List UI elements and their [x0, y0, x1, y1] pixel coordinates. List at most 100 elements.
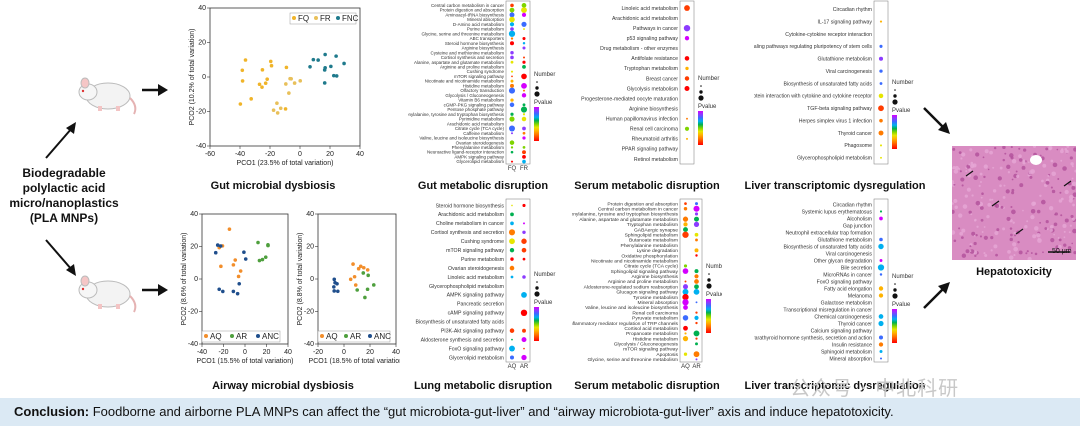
dot-mark — [521, 93, 527, 98]
y-axis-label: PCO2 (8.8% of total variation) — [297, 233, 304, 326]
tissue-cell — [1051, 189, 1056, 194]
pathway-label: Glycine, serine and threonine metabolism — [421, 31, 504, 36]
tissue-cell — [1006, 216, 1011, 221]
tissue-cell — [961, 184, 964, 187]
data-point — [243, 58, 248, 62]
pathway-label: Glycerolipid metabolism — [449, 355, 504, 361]
tissue-cell — [952, 179, 954, 184]
legend-label: ANC — [262, 332, 279, 341]
tissue-cell — [958, 151, 962, 155]
tissue-cell — [990, 236, 994, 240]
legend-marker — [230, 334, 234, 338]
pathway-label: AMPK signaling pathway — [454, 154, 504, 159]
tissue-cell — [1034, 226, 1039, 231]
y-tick-label: -40 — [188, 341, 198, 348]
pathway-label: mTOR signaling pathway — [454, 74, 505, 79]
dot-mark — [879, 69, 883, 73]
pathway-label: Central carbon metabolism in cancer — [431, 3, 505, 8]
dot-mark — [522, 230, 526, 235]
pathway-label: Circadian rhythm — [833, 202, 872, 208]
pvalue-colorbar — [892, 309, 897, 343]
dot-mark — [509, 265, 515, 271]
pathway-label: PI3K-Akt signaling pathway — [441, 329, 505, 335]
dot-mark — [693, 330, 700, 337]
pathway-label: Neutrophil extracellular trap formation — [786, 230, 873, 236]
tissue-cell — [959, 231, 964, 236]
tissue-cell — [1042, 163, 1047, 168]
tissue-cell — [1019, 183, 1024, 188]
dot-mark — [510, 146, 514, 149]
dotplot-frame — [505, 198, 531, 363]
y-tick-label: -40 — [196, 143, 206, 150]
pathway-label: Ovarian steroidogenesis — [448, 266, 504, 272]
data-point — [260, 85, 264, 89]
x-tick-label: 0 — [342, 349, 346, 356]
pathway-label: GABAergic synapse — [634, 227, 678, 233]
dot-mark — [510, 257, 514, 261]
data-point — [292, 81, 297, 85]
dot-mark — [694, 232, 699, 237]
dot-mark — [694, 202, 699, 206]
data-point — [240, 68, 245, 73]
dot-mark — [521, 337, 527, 343]
pathway-label: Glutathione metabolism — [818, 57, 873, 63]
pathway-label: Arachidonic acid metabolism — [447, 121, 504, 126]
data-point — [231, 263, 236, 267]
x-tick-label: 0 — [243, 349, 247, 356]
tissue-cell — [1002, 158, 1006, 162]
tissue-cell — [1039, 194, 1042, 198]
dot-mark — [521, 12, 527, 17]
dot-mark — [683, 264, 688, 268]
data-point — [263, 81, 268, 86]
pathway-label: Tryptophan metabolism — [627, 222, 678, 228]
pathway-label: Arginine biosynthesis — [629, 106, 678, 112]
tissue-cell — [980, 218, 984, 222]
dot-mark — [521, 238, 527, 244]
tissue-cell — [1011, 188, 1015, 192]
pathway-label: Mineral absorption — [829, 356, 872, 362]
data-point — [218, 244, 223, 248]
tissue-cell — [981, 192, 984, 195]
pathway-label: Renal cell carcinoma — [630, 127, 678, 133]
legend-marker — [314, 16, 318, 20]
tissue-cell — [978, 184, 981, 188]
tissue-cell — [979, 235, 983, 238]
dot-mark — [510, 60, 514, 64]
tissue-cell — [1006, 164, 1011, 169]
dot-mark — [693, 351, 700, 358]
pathway-label: Histidine metabolism — [463, 83, 505, 88]
pathway-label: Glycine, serine and threonine metabolism — [587, 357, 678, 363]
tissue-cell — [1039, 221, 1041, 224]
dot-mark — [509, 116, 515, 122]
x-tick-label: 20 — [263, 349, 271, 356]
y-axis-label: PCO2 (10.2% of total variation) — [189, 29, 196, 126]
tissue-cell — [1012, 242, 1017, 247]
dot-mark — [510, 50, 514, 55]
dot-mark — [684, 76, 690, 81]
tissue-cell — [1041, 179, 1044, 183]
pathway-label: Glycerophospholipid metabolism — [797, 156, 872, 162]
dot-mark — [522, 56, 526, 59]
tissue-cell — [1049, 225, 1054, 229]
dotplot-axis-label: FR — [520, 166, 529, 172]
y-tick-label: 20 — [190, 244, 198, 251]
tissue-cell — [1065, 149, 1069, 154]
dotplot-frame — [505, 0, 531, 165]
tissue-cell — [960, 177, 965, 182]
dot-mark — [695, 321, 698, 325]
pathway-label: Purine metabolism — [467, 27, 504, 32]
pvalue-colorbar — [892, 115, 897, 149]
legend-pvalue-title: Pvalue — [534, 300, 553, 306]
data-point — [213, 250, 218, 255]
dot-mark — [509, 102, 515, 108]
dot-mark — [522, 275, 526, 279]
data-point — [260, 257, 265, 262]
tissue-cell — [1003, 184, 1006, 187]
dotplot-axis-label: AR — [520, 364, 529, 370]
dot-mark — [522, 60, 526, 64]
dot-mark — [522, 146, 526, 149]
data-point — [352, 274, 357, 279]
dot-mark — [509, 238, 515, 245]
tissue-cell — [1070, 162, 1074, 166]
